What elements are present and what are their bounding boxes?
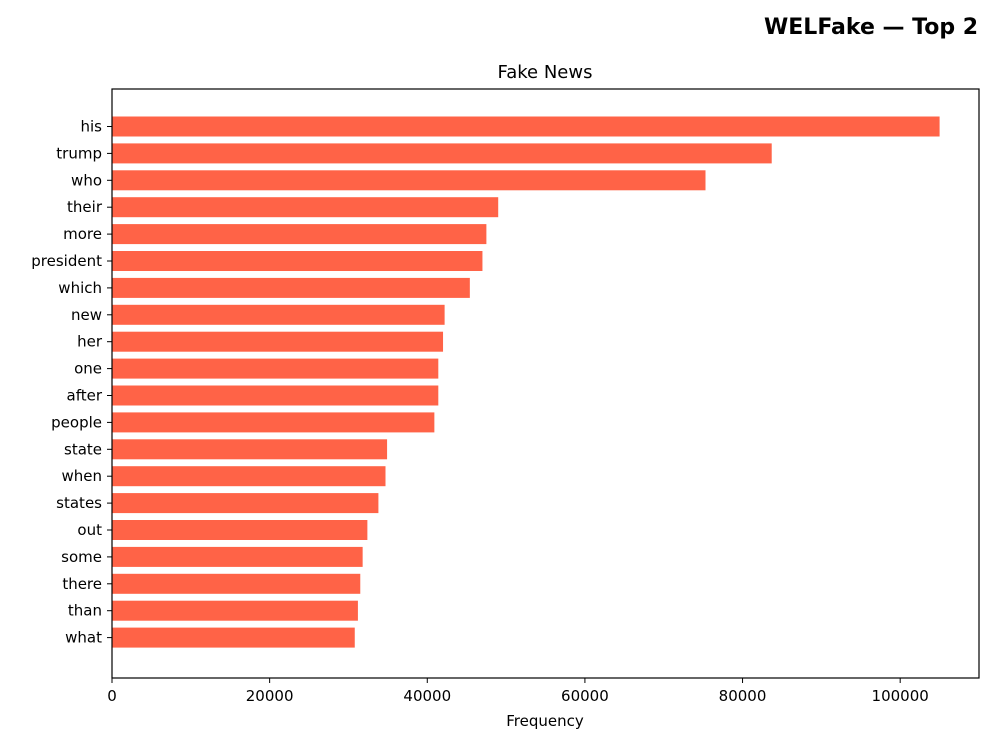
bar-people <box>112 412 435 433</box>
y-tick-label: one <box>74 360 102 378</box>
y-tick-label: their <box>67 198 103 216</box>
y-tick-label: new <box>71 306 102 324</box>
y-tick-label: than <box>68 602 102 620</box>
y-tick-label: states <box>56 494 102 512</box>
bar-more <box>112 224 487 245</box>
y-tick-label: which <box>58 279 102 297</box>
bar-new <box>112 304 445 325</box>
bar-when <box>112 466 386 487</box>
x-tick-label: 60000 <box>561 687 609 705</box>
x-tick-label: 40000 <box>403 687 451 705</box>
y-tick-label: what <box>65 629 102 647</box>
bar-there <box>112 573 361 594</box>
x-tick-label: 100000 <box>872 687 929 705</box>
y-tick-label: who <box>71 171 102 189</box>
y-tick-label: out <box>77 521 102 539</box>
x-axis-label: Frequency <box>506 712 584 730</box>
y-tick-label: after <box>67 387 103 405</box>
bar-their <box>112 197 499 218</box>
bar-trump <box>112 143 772 164</box>
figure-suptitle: WELFake — Top 2 <box>764 15 978 40</box>
bar-than <box>112 600 358 621</box>
y-tick-label: president <box>31 252 102 270</box>
chart-title: Fake News <box>498 62 593 83</box>
y-tick-label: people <box>51 413 102 431</box>
bar-her <box>112 331 444 352</box>
bar-states <box>112 493 379 514</box>
bar-state <box>112 439 388 460</box>
x-axis: 0 20000 40000 60000 80000 100000 <box>107 678 929 705</box>
y-axis: his trump who their more president which new her… <box>31 118 112 647</box>
y-tick-label: there <box>62 575 102 593</box>
y-tick-label: state <box>64 440 102 458</box>
y-tick-label: her <box>77 333 103 351</box>
bar-out <box>112 520 368 540</box>
bar-what <box>112 627 355 648</box>
bars-layer <box>112 116 940 648</box>
bar-his <box>112 116 940 137</box>
y-tick-label: more <box>63 225 102 243</box>
y-tick-label: his <box>81 118 103 136</box>
bar-one <box>112 358 439 379</box>
y-tick-label: some <box>61 548 102 566</box>
plot-frame <box>111 88 980 679</box>
x-tick-label: 20000 <box>246 687 294 705</box>
bar-who <box>112 170 706 191</box>
y-tick-label: when <box>61 467 102 485</box>
bar-which <box>112 277 470 298</box>
bar-after <box>112 385 439 406</box>
bar-some <box>112 546 363 567</box>
x-tick-label: 0 <box>107 687 117 705</box>
x-tick-label: 80000 <box>719 687 767 705</box>
y-tick-label: trump <box>56 144 102 162</box>
bar-president <box>112 251 483 271</box>
